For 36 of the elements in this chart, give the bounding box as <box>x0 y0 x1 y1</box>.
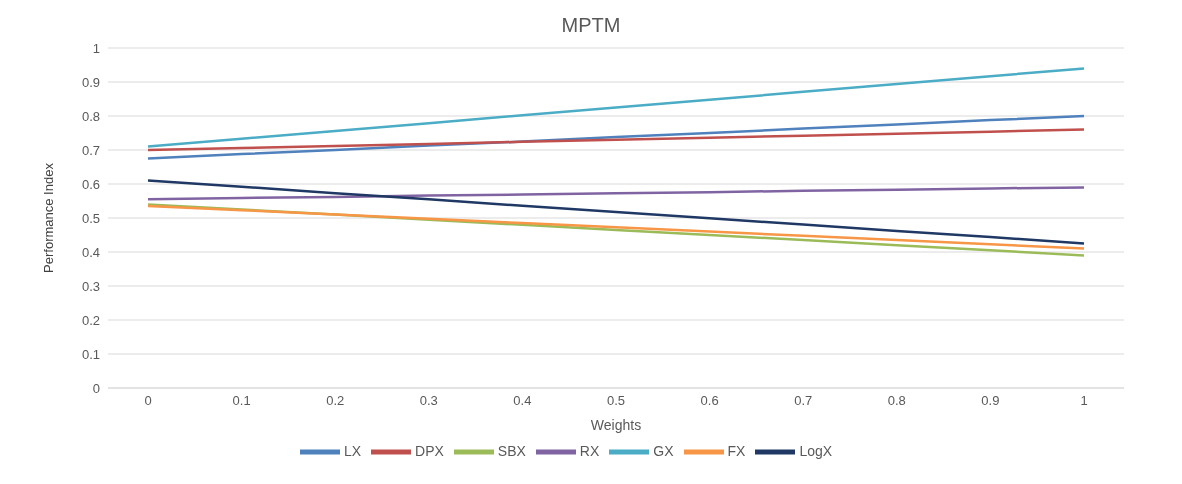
x-tick-label: 0.4 <box>513 393 532 409</box>
x-axis-title: Weights <box>590 417 642 433</box>
y-tick-label: 1 <box>92 40 100 56</box>
y-tick-label: 0.7 <box>81 142 100 158</box>
legend-label: LogX <box>799 442 833 459</box>
y-tick-label: 0.1 <box>81 346 100 362</box>
y-tick-label: 0.4 <box>81 244 100 260</box>
x-tick-label: 0.1 <box>232 393 251 409</box>
y-tick-label: 0.5 <box>81 210 100 226</box>
legend-label: LX <box>343 442 362 459</box>
y-tick-label: 0.8 <box>81 108 100 124</box>
line-series <box>146 67 1086 148</box>
x-tick-label: 0 <box>144 393 152 409</box>
x-tick-label: 0.6 <box>700 393 719 409</box>
legend-label: RX <box>579 442 600 459</box>
chart-title: MPTM <box>560 13 622 38</box>
line-series <box>146 186 1086 201</box>
line-series <box>146 179 1086 245</box>
y-tick-label: 0.6 <box>81 176 100 192</box>
legend-label: SBX <box>497 442 526 459</box>
x-tick-label: 0.3 <box>419 393 438 409</box>
y-tick-label: 0.9 <box>81 74 100 90</box>
legend-label: GX <box>653 442 674 459</box>
legend-label: DPX <box>415 442 444 459</box>
y-tick-label: 0 <box>92 380 100 396</box>
x-tick-label: 0.8 <box>887 393 906 409</box>
y-tick-label: 0.2 <box>81 312 100 328</box>
x-tick-label: 0.9 <box>981 393 1000 409</box>
line-series <box>146 128 1086 152</box>
x-tick-label: 1 <box>1080 393 1088 409</box>
x-tick-label: 0.7 <box>794 393 813 409</box>
x-tick-label: 0.2 <box>326 393 345 409</box>
y-tick-label: 0.3 <box>81 278 100 294</box>
x-tick-label: 0.5 <box>606 393 626 409</box>
y-axis-title: Performance Index <box>40 162 56 273</box>
legend-label: FX <box>727 442 746 459</box>
